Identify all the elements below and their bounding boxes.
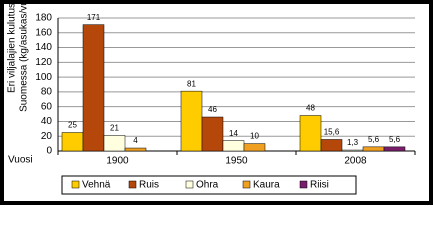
- y-label-1: Eri viljalajien kulutus: [7, 3, 18, 93]
- y-tick-label: 60: [41, 101, 53, 112]
- y-tick-label: 0: [46, 146, 52, 157]
- legend-label: Riisi: [310, 180, 329, 191]
- y-tick-label: 160: [35, 27, 52, 38]
- legend-swatch: [71, 180, 80, 189]
- y-tick-label: 140: [35, 42, 52, 53]
- y-label-2: Suomessa (kg/asukas/vuosi): [19, 0, 30, 112]
- value-label: 14: [229, 129, 238, 138]
- value-label: 48: [306, 104, 315, 113]
- legend-label: Vehnä: [82, 180, 111, 191]
- x-tick-label: 1950: [225, 156, 248, 167]
- value-label: 21: [110, 124, 119, 133]
- bar: [299, 115, 322, 152]
- bar: [180, 90, 203, 152]
- bar: [383, 146, 406, 152]
- value-label: 10: [250, 132, 259, 141]
- frame: [0, 0, 433, 205]
- value-label: 15,6: [324, 128, 340, 137]
- y-tick-label: 120: [35, 57, 52, 68]
- y-tick-label: 100: [35, 72, 52, 83]
- legend: [61, 175, 357, 195]
- bar: [82, 24, 105, 152]
- legend-swatch: [128, 180, 137, 189]
- x-label: Vuosi: [8, 155, 33, 166]
- bar: [201, 116, 224, 152]
- value-label: 5,6: [368, 135, 380, 144]
- y-tick-label: 80: [41, 87, 53, 98]
- value-label: 81: [187, 79, 196, 88]
- bar: [124, 147, 147, 152]
- value-label: 25: [68, 121, 77, 130]
- x-tick-label: 1900: [106, 156, 129, 167]
- chart: Eri viljalajien kulutus Suomessa (kg/asu…: [0, 0, 433, 205]
- legend-label: Ohra: [196, 180, 219, 191]
- x-tick-label: 2008: [344, 156, 367, 167]
- y-tick-label: 20: [41, 131, 53, 142]
- bar: [61, 132, 84, 152]
- bar: [362, 146, 385, 152]
- legend-label: Ruis: [139, 180, 159, 191]
- value-label: 171: [87, 13, 101, 22]
- legend-swatch: [185, 180, 194, 189]
- bar: [243, 143, 266, 152]
- y-tick-label: 40: [41, 116, 53, 127]
- bar: [320, 139, 343, 152]
- value-label: 5,6: [389, 135, 401, 144]
- value-label: 4: [133, 136, 138, 145]
- legend-swatch: [299, 180, 308, 189]
- value-label: 1,3: [347, 138, 359, 147]
- legend-label: Kaura: [253, 180, 280, 191]
- bar: [341, 149, 364, 152]
- legend-swatch: [242, 180, 251, 189]
- value-label: 46: [208, 105, 217, 114]
- bar: [222, 140, 245, 152]
- y-tick-label: 180: [35, 13, 52, 24]
- bar: [103, 135, 126, 152]
